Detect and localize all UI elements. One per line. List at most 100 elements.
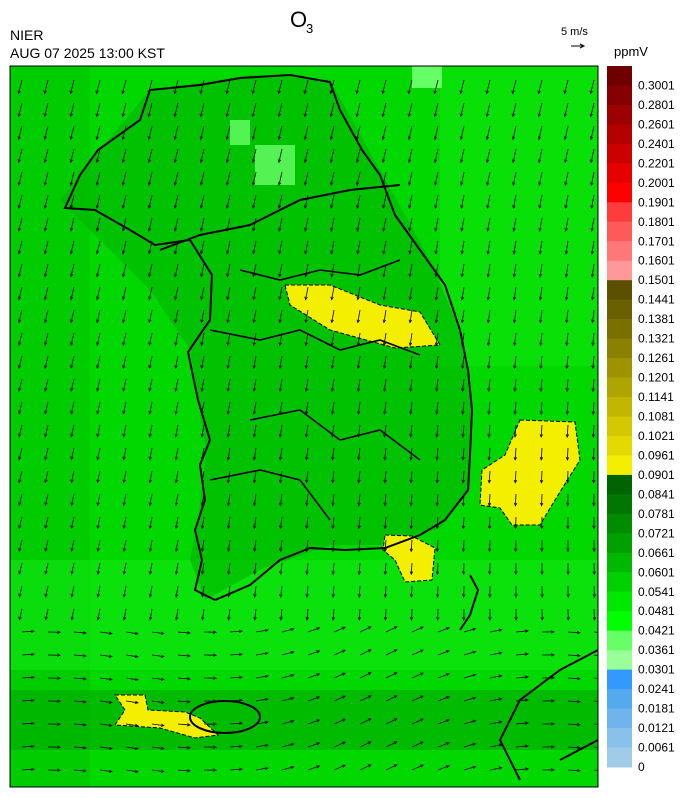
wind-arrow <box>97 562 101 575</box>
wind-arrow <box>122 355 127 369</box>
wind-arrow <box>18 240 23 254</box>
wind-arrow-head <box>44 365 48 369</box>
wind-arrow <box>512 125 517 140</box>
wind-arrow-head <box>539 456 544 461</box>
colorbar-band <box>607 747 632 768</box>
wind-arrow <box>382 148 387 163</box>
wind-arrow-head <box>174 433 178 438</box>
wind-arrow <box>463 766 476 771</box>
wind-arrow-head <box>591 319 595 324</box>
wind-scale-arrow-head <box>579 43 586 49</box>
wind-arrow-head <box>17 273 22 278</box>
wind-arrow-head <box>43 90 47 95</box>
wind-arrow <box>148 217 153 231</box>
wind-arrow <box>125 723 138 727</box>
wind-arrow <box>175 332 179 346</box>
wind-arrow <box>539 240 543 254</box>
wind-arrow-head <box>252 273 256 278</box>
wind-arrow-head <box>342 626 346 630</box>
wind-arrow-head <box>251 182 256 187</box>
wind-arrow <box>44 447 49 460</box>
wind-arrow <box>278 217 283 232</box>
wind-arrow-head <box>160 677 165 681</box>
wind-arrow <box>357 355 361 369</box>
wind-arrow <box>591 263 595 277</box>
wind-arrow-head <box>199 113 203 118</box>
wind-arrow-head <box>83 723 87 727</box>
wind-arrow <box>331 401 335 415</box>
wind-arrow-head <box>226 296 230 301</box>
wind-arrow-head <box>213 653 217 657</box>
wind-arrow-head <box>513 479 518 484</box>
wind-arrow-head <box>512 273 516 278</box>
wind-arrow <box>567 677 580 680</box>
wind-arrow <box>227 401 231 415</box>
wind-arrow <box>201 539 205 552</box>
wind-arrow-head <box>551 722 555 726</box>
wind-arrow-head <box>434 182 438 187</box>
wind-arrow-head <box>278 342 282 347</box>
wind-arrow-head <box>69 159 73 164</box>
wind-arrow <box>331 378 335 392</box>
wind-arrow-head <box>330 411 335 415</box>
wind-arrow-head <box>446 650 451 654</box>
colorbar-label: 0.0541 <box>638 585 675 599</box>
wind-arrow-head <box>565 342 569 347</box>
wind-arrow <box>122 286 127 300</box>
wind-arrow <box>435 217 439 232</box>
wind-arrow <box>487 332 491 346</box>
wind-arrow-head <box>277 159 282 164</box>
wind-arrow-head <box>174 525 179 530</box>
wind-arrow-head <box>253 548 257 553</box>
wind-arrow <box>383 286 387 300</box>
wind-arrow-head <box>603 632 606 635</box>
wind-arrow-head <box>17 227 21 232</box>
wind-arrow-head <box>305 456 309 461</box>
wind-arrow-head <box>524 675 529 679</box>
wind-arrow <box>307 742 320 748</box>
wind-arrow-head <box>264 674 269 679</box>
wind-arrow-head <box>419 741 424 745</box>
wind-arrow-head <box>160 654 165 658</box>
wind-arrow <box>307 719 320 725</box>
wind-arrow <box>174 102 179 117</box>
wind-arrow-head <box>590 296 595 301</box>
wind-arrow <box>357 401 361 415</box>
wind-arrow-head <box>251 113 255 118</box>
wind-arrow-head <box>591 411 595 416</box>
wind-arrow-head <box>356 319 360 324</box>
wind-arrow-head <box>70 502 74 507</box>
wind-arrow <box>590 79 595 94</box>
wind-arrow-head <box>134 746 139 751</box>
wind-arrow-head <box>357 617 362 621</box>
wind-arrow <box>70 125 75 140</box>
wind-arrow-head <box>524 744 529 748</box>
wind-arrow-head <box>408 319 413 324</box>
wind-arrow-head <box>200 571 205 576</box>
wind-arrow-head <box>174 365 178 370</box>
wind-arrow <box>356 125 361 140</box>
wind-arrow-head <box>57 768 61 772</box>
wind-arrow <box>384 470 387 483</box>
wind-arrow <box>122 378 127 392</box>
wind-arrow-head <box>290 742 295 747</box>
wind-arrow-head <box>512 205 516 210</box>
wind-arrow <box>515 493 517 506</box>
colorbar-label: 0.0241 <box>638 682 675 696</box>
wind-arrow <box>96 378 101 392</box>
colorbar-band <box>607 319 632 340</box>
wind-arrow <box>18 585 23 597</box>
high-patch <box>284 284 441 349</box>
wind-arrow <box>281 766 294 771</box>
wind-arrow <box>304 102 309 117</box>
wind-arrow-head <box>264 651 269 656</box>
wind-arrow <box>175 401 179 415</box>
wind-arrow-head <box>486 250 490 255</box>
wind-arrow-head <box>134 769 139 774</box>
colorbar-label: 0.1141 <box>638 390 674 404</box>
colorbar-band <box>607 260 632 281</box>
wind-arrow <box>330 171 335 186</box>
wind-arrow <box>97 516 101 529</box>
wind-arrow <box>97 539 101 552</box>
wind-arrow <box>44 493 49 506</box>
